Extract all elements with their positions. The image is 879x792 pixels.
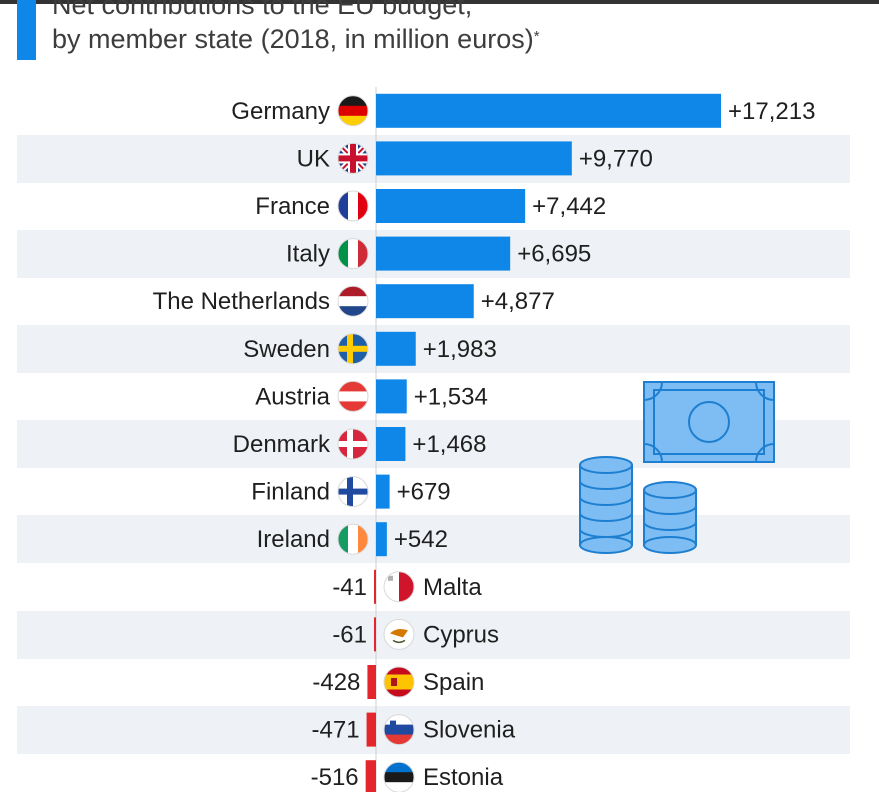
bar (374, 617, 376, 652)
bar (376, 236, 511, 271)
category-label: The Netherlands (153, 288, 330, 315)
value-label: -516 (311, 764, 359, 791)
flag-spain-icon (383, 666, 415, 698)
bar (376, 474, 390, 509)
category-label: Sweden (243, 336, 330, 363)
flag-ireland-icon (337, 523, 369, 555)
bar-row-italy: +6,695 Italy (286, 236, 591, 271)
category-label: Italy (286, 241, 330, 268)
category-label: Malta (423, 574, 482, 601)
bar-row-cyprus: -61 Cyprus (332, 617, 499, 652)
title-line-2-text: by member state (2018, in million euros) (52, 24, 534, 54)
value-label: +6,695 (517, 241, 591, 268)
bar-row-france: +7,442 France (255, 189, 606, 223)
flag-malta-icon (383, 571, 415, 603)
top-border (0, 0, 879, 4)
bar (376, 331, 416, 366)
flag-denmark-icon (337, 428, 369, 460)
category-label: Ireland (257, 526, 330, 553)
bar (374, 569, 376, 604)
value-label: +1,983 (423, 336, 497, 363)
bar-row-netherlands: +4,877 The Netherlands (153, 284, 555, 319)
flag-italy-icon (337, 238, 369, 270)
flag-france-icon (337, 190, 369, 222)
bar (376, 379, 407, 414)
bar-row-uk: +9,770 UK (297, 141, 653, 176)
category-label: France (255, 193, 330, 220)
bar (376, 189, 526, 223)
title-accent-bar (17, 0, 36, 60)
row-stripe (17, 705, 850, 754)
bar-row-spain: -428 Spain (312, 665, 484, 699)
value-label: +542 (394, 526, 448, 553)
bar-row-slovenia: -471 Slovenia (312, 712, 516, 747)
category-label: Spain (423, 669, 484, 696)
value-label: -61 (332, 621, 367, 648)
bar (376, 93, 721, 128)
title-footnote-mark: * (533, 28, 540, 45)
title-line-2: by member state (2018, in million euros)… (52, 22, 540, 56)
flag-uk-icon (337, 142, 369, 174)
value-label: +679 (397, 479, 451, 506)
category-label: Estonia (423, 764, 504, 791)
value-label: +17,213 (728, 98, 815, 125)
bar-row-finland: +679 Finland (251, 474, 451, 509)
bar-row-austria: +1,534 Austria (255, 379, 488, 414)
bar-row-estonia: -516 Estonia (311, 760, 504, 792)
category-label: Finland (251, 479, 330, 506)
bar (366, 712, 376, 747)
value-label: +1,468 (412, 431, 486, 458)
row-stripe (17, 325, 850, 373)
bar-row-sweden: +1,983 Sweden (243, 331, 497, 366)
bar (376, 427, 406, 461)
bar (376, 141, 572, 176)
bar-row-ireland: +542 Ireland (257, 522, 448, 557)
bar (376, 284, 474, 319)
row-stripe (17, 610, 850, 659)
bar-row-malta: -41 Malta (332, 569, 482, 604)
value-label: +4,877 (481, 288, 555, 315)
category-label: UK (297, 145, 330, 172)
category-label: Austria (255, 383, 330, 410)
money-illustration-icon (579, 381, 775, 554)
bar (376, 522, 387, 557)
flag-slovenia-icon (383, 714, 415, 746)
bar (365, 760, 376, 792)
bar-row-denmark: +1,468 Denmark (233, 427, 487, 461)
row-stripe (17, 515, 850, 564)
bar (367, 665, 376, 699)
flag-sweden-icon (337, 333, 369, 365)
category-label: Cyprus (423, 621, 499, 648)
flag-estonia-icon (383, 761, 415, 792)
flag-austria-icon (337, 380, 369, 412)
bar-row-germany: +17,213 Germany (231, 93, 815, 128)
category-label: Slovenia (423, 717, 516, 744)
category-label: Denmark (233, 431, 331, 458)
flag-netherlands-icon (337, 285, 369, 317)
value-label: -471 (312, 717, 360, 744)
value-label: -428 (312, 669, 360, 696)
flag-cyprus-icon (383, 618, 415, 650)
flag-germany-icon (337, 95, 369, 127)
title-line-1: Net contributions to the EU budget, (52, 0, 473, 20)
value-label: +1,534 (414, 383, 488, 410)
flag-finland-icon (337, 476, 369, 508)
value-label: +9,770 (579, 145, 653, 172)
value-label: -41 (332, 574, 367, 601)
value-label: +7,442 (532, 193, 606, 220)
category-label: Germany (231, 98, 330, 125)
